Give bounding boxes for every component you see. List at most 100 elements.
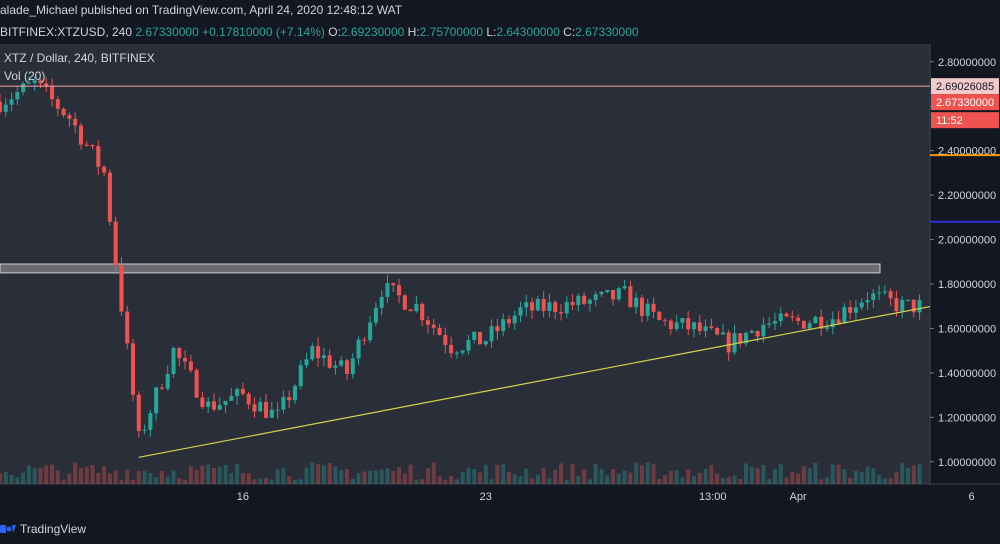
volume-bar bbox=[703, 468, 708, 484]
candle-body bbox=[402, 295, 407, 310]
volume-bar bbox=[547, 478, 552, 484]
close-label: C: bbox=[563, 25, 576, 39]
volume-bar bbox=[605, 475, 610, 484]
candle-body bbox=[900, 299, 905, 312]
candle-body bbox=[425, 320, 430, 325]
candle-body bbox=[3, 104, 8, 112]
volume-bar bbox=[576, 475, 581, 484]
candle-body bbox=[767, 323, 772, 325]
candle-body bbox=[506, 319, 511, 324]
volume-bar bbox=[501, 464, 506, 484]
candle-body bbox=[90, 144, 95, 147]
volume-bar bbox=[368, 470, 373, 484]
volume-bars bbox=[0, 462, 922, 484]
candle-body bbox=[44, 83, 49, 87]
volume-bar bbox=[582, 469, 587, 484]
volume-bar bbox=[21, 472, 26, 484]
candle-body bbox=[316, 346, 321, 359]
price-tag-text: 11:52 bbox=[936, 115, 963, 127]
last-price: 2.67330000 bbox=[135, 25, 199, 39]
candle-body bbox=[258, 401, 263, 412]
candle-body bbox=[703, 326, 708, 332]
candle-body bbox=[206, 401, 211, 407]
volume-bar bbox=[154, 477, 159, 484]
symbol-info-bar: BITFINEX:XTZUSD, 240 2.67330000 +0.17810… bbox=[0, 20, 1000, 44]
candle-body bbox=[391, 283, 396, 286]
symbol-line: BITFINEX:XTZUSD, 240 bbox=[0, 25, 133, 39]
candle-body bbox=[865, 300, 870, 303]
candle-body bbox=[240, 388, 245, 394]
volume-bar bbox=[651, 464, 656, 484]
volume-bar bbox=[0, 473, 3, 484]
volume-bar bbox=[350, 478, 355, 484]
tradingview-logo[interactable]: TradingView bbox=[0, 520, 86, 538]
tradingview-logo-icon bbox=[0, 525, 16, 533]
volume-bar bbox=[159, 471, 164, 484]
candle-body bbox=[211, 401, 217, 410]
candle-body bbox=[917, 299, 922, 313]
low-label: L: bbox=[486, 25, 497, 39]
candle-body bbox=[628, 286, 633, 308]
volume-bar bbox=[90, 465, 95, 484]
price-chart[interactable]: 2.800000002.600000002.400000002.20000000… bbox=[0, 44, 1000, 512]
candle-body bbox=[495, 326, 500, 332]
candle-body bbox=[489, 326, 494, 342]
volume-bar bbox=[223, 464, 228, 484]
volume-bar bbox=[55, 470, 60, 484]
candle-body bbox=[784, 313, 789, 317]
volume-bar bbox=[697, 472, 702, 484]
volume-bar bbox=[674, 470, 679, 484]
volume-bar bbox=[391, 470, 396, 484]
candle-body bbox=[477, 331, 483, 345]
candle-body bbox=[350, 358, 355, 374]
price-tag-text: 2.67330000 bbox=[936, 97, 994, 109]
volume-bar bbox=[848, 477, 853, 484]
candle-body bbox=[136, 394, 141, 431]
volume-bar bbox=[125, 469, 130, 484]
volume-bar bbox=[26, 465, 31, 484]
candle-body bbox=[183, 358, 188, 362]
y-tick-label: 1.40000000 bbox=[938, 368, 996, 380]
volume-bar bbox=[466, 467, 471, 484]
footer-bar: TradingView bbox=[0, 512, 1000, 544]
candle-body bbox=[663, 319, 668, 321]
candle-body bbox=[639, 297, 644, 316]
volume-bar bbox=[50, 464, 55, 484]
volume-bar bbox=[188, 466, 193, 484]
volume-bar bbox=[379, 469, 384, 484]
candle-body bbox=[38, 80, 43, 84]
candle-body bbox=[807, 323, 812, 329]
candle-body bbox=[130, 343, 136, 395]
volume-bar bbox=[454, 479, 459, 484]
candle-body bbox=[159, 387, 164, 389]
volume-bar bbox=[275, 469, 280, 484]
candle-body bbox=[732, 333, 737, 353]
candle-body bbox=[888, 291, 893, 299]
volume-bar bbox=[888, 478, 893, 484]
candle-body bbox=[541, 298, 546, 311]
close-value: 2.67330000 bbox=[575, 25, 639, 39]
candle-body bbox=[853, 307, 858, 313]
volume-bar bbox=[362, 471, 367, 484]
candle-body bbox=[437, 327, 442, 335]
volume-bar bbox=[183, 479, 188, 484]
candle-body bbox=[385, 283, 390, 297]
candle-body bbox=[9, 99, 14, 105]
candle-body bbox=[819, 316, 824, 329]
candle-body bbox=[431, 324, 436, 328]
volume-bar bbox=[443, 479, 448, 484]
candle-body bbox=[339, 360, 344, 366]
candle-body bbox=[535, 298, 540, 311]
volume-bar bbox=[726, 476, 731, 484]
volume-bar bbox=[96, 472, 101, 484]
volume-bar bbox=[506, 472, 511, 484]
candle-body bbox=[368, 322, 373, 341]
volume-bar bbox=[246, 473, 251, 484]
candle-body bbox=[188, 361, 193, 371]
volume-bar bbox=[830, 464, 835, 484]
candle-body bbox=[246, 393, 251, 405]
candle-body bbox=[715, 328, 720, 335]
volume-bar bbox=[73, 462, 78, 484]
volume-bar bbox=[385, 468, 390, 484]
